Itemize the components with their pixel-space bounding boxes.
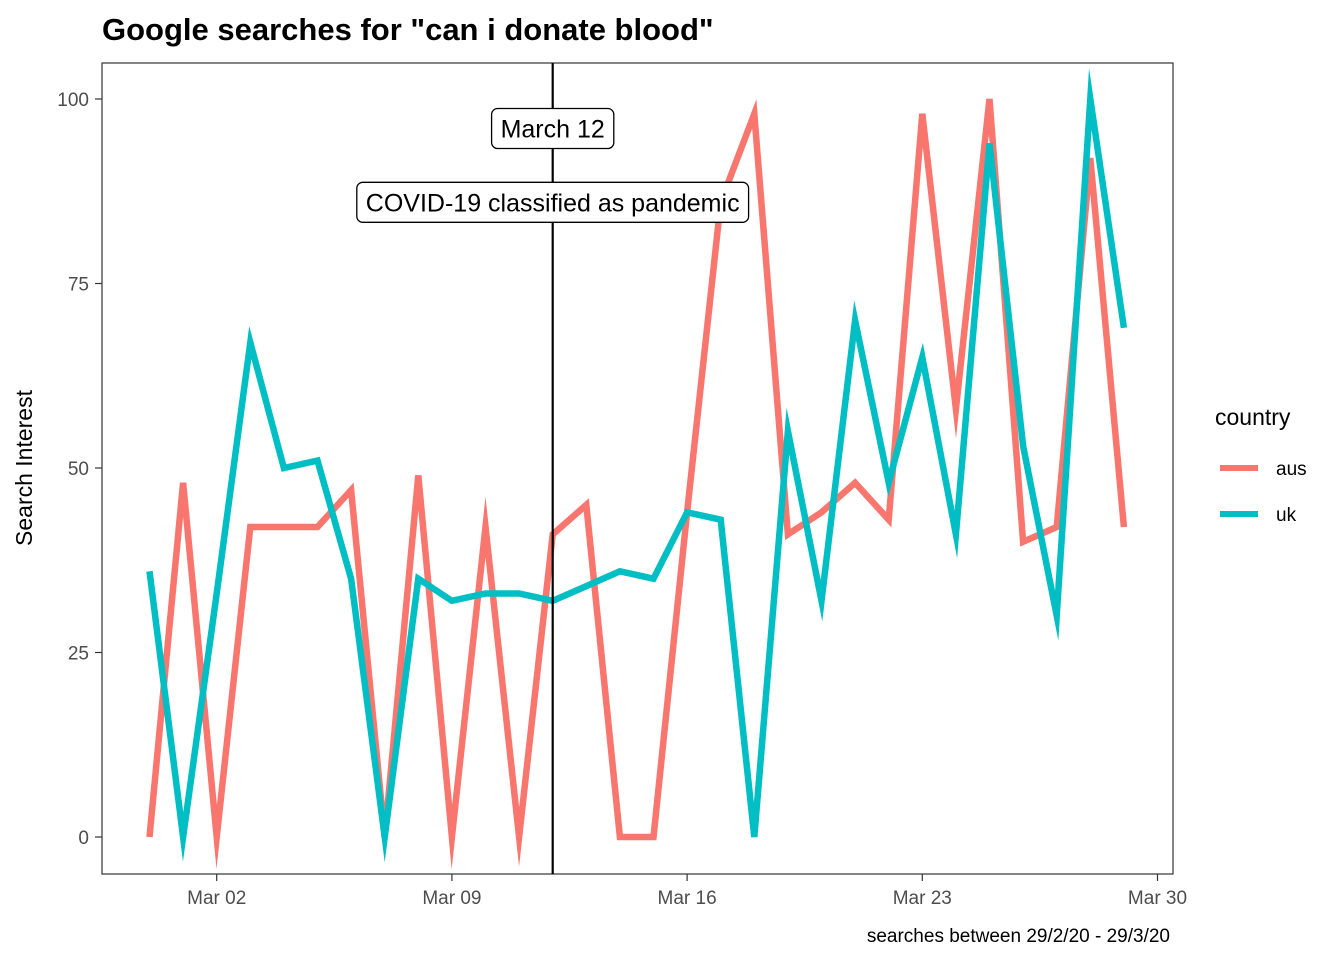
x-tick-label-1: Mar 09	[422, 888, 481, 909]
annotation-box-1	[356, 181, 750, 223]
annotation-0: March 12	[490, 107, 615, 150]
x-tick-label-0: Mar 02	[187, 888, 246, 909]
annotation-label-0: March 12	[501, 116, 605, 144]
legend: country aus uk	[1215, 404, 1307, 526]
y-axis-title: Search Interest	[11, 389, 37, 546]
y-tick-label-25: 25	[68, 644, 89, 665]
legend-label-uk: uk	[1276, 505, 1297, 526]
x-tick-label-2: Mar 16	[658, 888, 717, 909]
series-line-uk	[146, 68, 1128, 863]
legend-title: country	[1215, 404, 1291, 430]
y-tick-label-100: 100	[57, 90, 89, 111]
y-tick-label-0: 0	[78, 828, 89, 849]
annotations: March 12 COVID-19 classified as pandemic	[356, 107, 750, 223]
chart-title: Google searches for "can i donate blood"	[102, 12, 714, 47]
x-tick-label-4: Mar 30	[1128, 888, 1187, 909]
annotation-box-0	[490, 107, 615, 150]
series-layer	[146, 68, 1128, 870]
y-tick-label-50: 50	[68, 459, 89, 480]
series-line-aus	[146, 98, 1128, 870]
y-axis: 0 25 50 75 100	[57, 90, 102, 849]
y-tick-label-75: 75	[68, 275, 89, 296]
x-tick-label-3: Mar 23	[893, 888, 952, 909]
x-axis: Mar 02 Mar 09 Mar 16 Mar 23 Mar 30	[187, 874, 1187, 909]
annotation-label-1: COVID-19 classified as pandemic	[366, 189, 740, 217]
annotation-1: COVID-19 classified as pandemic	[356, 181, 750, 223]
legend-label-aus: aus	[1276, 459, 1307, 480]
chart-caption: searches between 29/2/20 - 29/3/20	[867, 926, 1170, 947]
